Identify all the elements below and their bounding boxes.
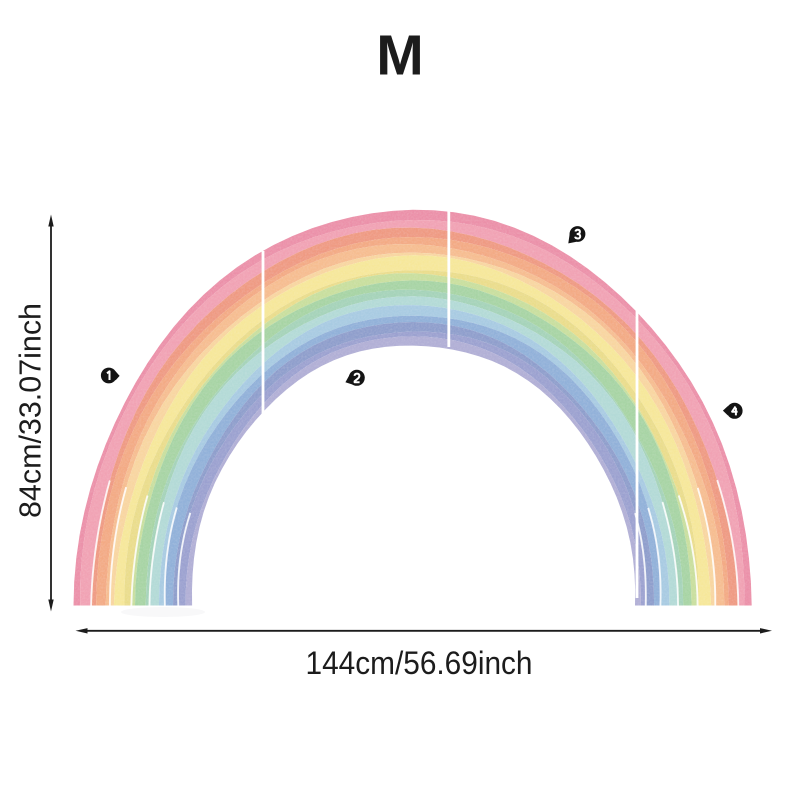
svg-text:144cm/56.69inch: 144cm/56.69inch (306, 645, 533, 681)
svg-text:M: M (376, 24, 423, 88)
svg-text:84cm/33.07inch: 84cm/33.07inch (13, 303, 48, 518)
